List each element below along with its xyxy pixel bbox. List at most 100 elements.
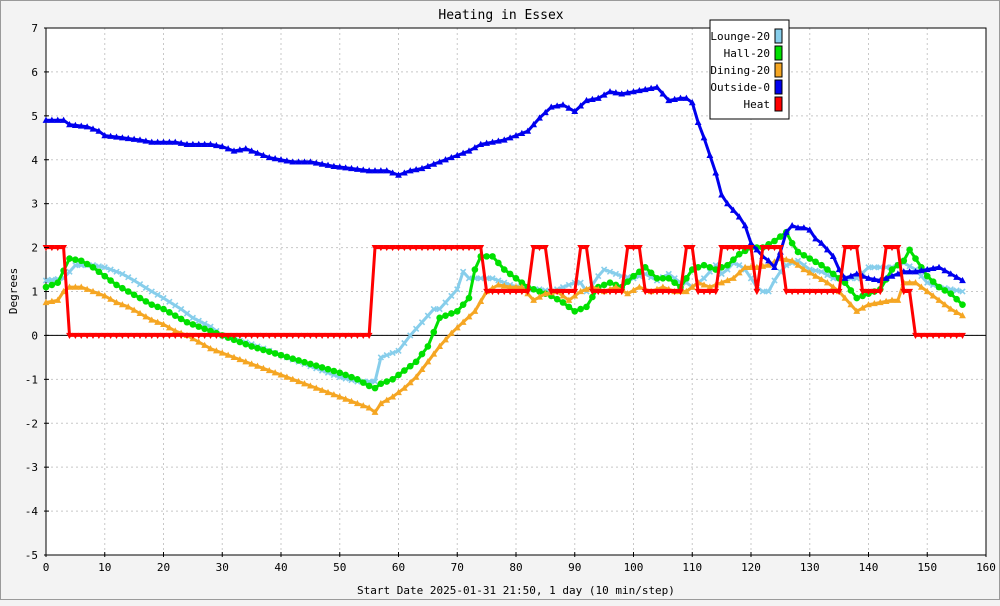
- data-point: [48, 276, 56, 283]
- data-point: [659, 275, 667, 282]
- data-point: [800, 224, 808, 231]
- data-point: [565, 281, 573, 289]
- data-point: [136, 294, 144, 302]
- data-point: [248, 147, 256, 154]
- data-point: [412, 373, 420, 380]
- data-point: [254, 362, 261, 369]
- data-point: [107, 332, 115, 340]
- x-tick-label: 140: [859, 561, 879, 574]
- data-point: [812, 267, 819, 274]
- data-point: [301, 332, 308, 340]
- data-point: [383, 378, 391, 385]
- data-point: [142, 332, 150, 340]
- data-point: [453, 244, 461, 252]
- data-point: [236, 146, 244, 153]
- data-point: [659, 90, 667, 97]
- data-point: [430, 350, 438, 357]
- data-point: [442, 312, 449, 319]
- data-point: [841, 274, 849, 281]
- data-point: [265, 348, 273, 355]
- data-point: [847, 272, 855, 279]
- data-point: [806, 269, 814, 276]
- data-point: [430, 328, 438, 336]
- data-point: [553, 295, 561, 303]
- data-point: [459, 301, 467, 308]
- data-point: [71, 121, 79, 128]
- data-point: [66, 255, 73, 262]
- data-point: [530, 121, 538, 128]
- data-point: [782, 288, 790, 296]
- data-point: [677, 288, 684, 296]
- y-tick-label: 4: [31, 154, 38, 167]
- data-point: [212, 332, 220, 340]
- x-tick-label: 110: [682, 561, 702, 574]
- y-tick-label: -2: [25, 417, 38, 430]
- data-point: [230, 336, 238, 344]
- data-point: [195, 338, 203, 345]
- data-point: [847, 244, 855, 252]
- data-point: [389, 393, 397, 400]
- data-point: [765, 244, 773, 252]
- data-point: [353, 399, 361, 407]
- data-point: [771, 237, 778, 245]
- data-point: [383, 352, 390, 359]
- data-point: [577, 279, 584, 286]
- data-point: [718, 244, 726, 252]
- data-point: [512, 288, 520, 296]
- data-point: [794, 224, 802, 231]
- data-point: [406, 244, 414, 252]
- data-point: [812, 272, 820, 279]
- x-tick-label: 60: [392, 561, 405, 574]
- data-point: [494, 137, 502, 144]
- data-point: [271, 350, 279, 357]
- data-point: [865, 274, 872, 281]
- data-point: [559, 283, 567, 291]
- data-point: [171, 312, 179, 319]
- legend: Lounge-20 Hall-20 Dining-20 Outside-0 Heat: [709, 19, 790, 120]
- data-point: [647, 288, 655, 296]
- data-point: [618, 90, 626, 97]
- data-point: [418, 319, 426, 326]
- data-point: [72, 261, 79, 269]
- y-tick-label: -3: [25, 461, 38, 474]
- data-point: [71, 283, 79, 290]
- data-point: [918, 272, 925, 280]
- data-point: [107, 295, 115, 302]
- data-point: [306, 158, 314, 165]
- data-point: [89, 332, 97, 340]
- data-point: [600, 266, 608, 273]
- data-point: [142, 298, 150, 305]
- data-point: [929, 332, 937, 340]
- data-point: [735, 244, 743, 252]
- data-point: [354, 376, 361, 383]
- data-point: [301, 380, 308, 387]
- data-point: [54, 116, 62, 123]
- data-point: [812, 288, 820, 296]
- data-point: [500, 266, 508, 273]
- data-point: [424, 358, 432, 365]
- data-point: [107, 277, 114, 284]
- data-point: [406, 167, 414, 174]
- data-point: [741, 222, 749, 229]
- data-point: [359, 166, 367, 173]
- data-point: [401, 339, 408, 347]
- data-point: [118, 134, 126, 141]
- data-point: [165, 138, 173, 145]
- x-tick-label: 40: [274, 561, 287, 574]
- data-point: [260, 346, 267, 354]
- data-point: [712, 288, 720, 296]
- data-point: [119, 270, 126, 278]
- data-point: [829, 270, 837, 278]
- data-point: [130, 306, 138, 313]
- data-point: [312, 159, 320, 166]
- x-axis-label: Start Date 2025-01-31 21:50, 1 day (10 m…: [357, 584, 675, 597]
- data-point: [201, 140, 209, 147]
- data-point: [624, 290, 632, 297]
- data-point: [888, 296, 896, 303]
- data-point: [512, 131, 520, 139]
- data-point: [500, 288, 508, 296]
- data-point: [254, 332, 261, 340]
- data-point: [377, 354, 385, 361]
- data-point: [248, 360, 256, 367]
- data-point: [959, 312, 966, 319]
